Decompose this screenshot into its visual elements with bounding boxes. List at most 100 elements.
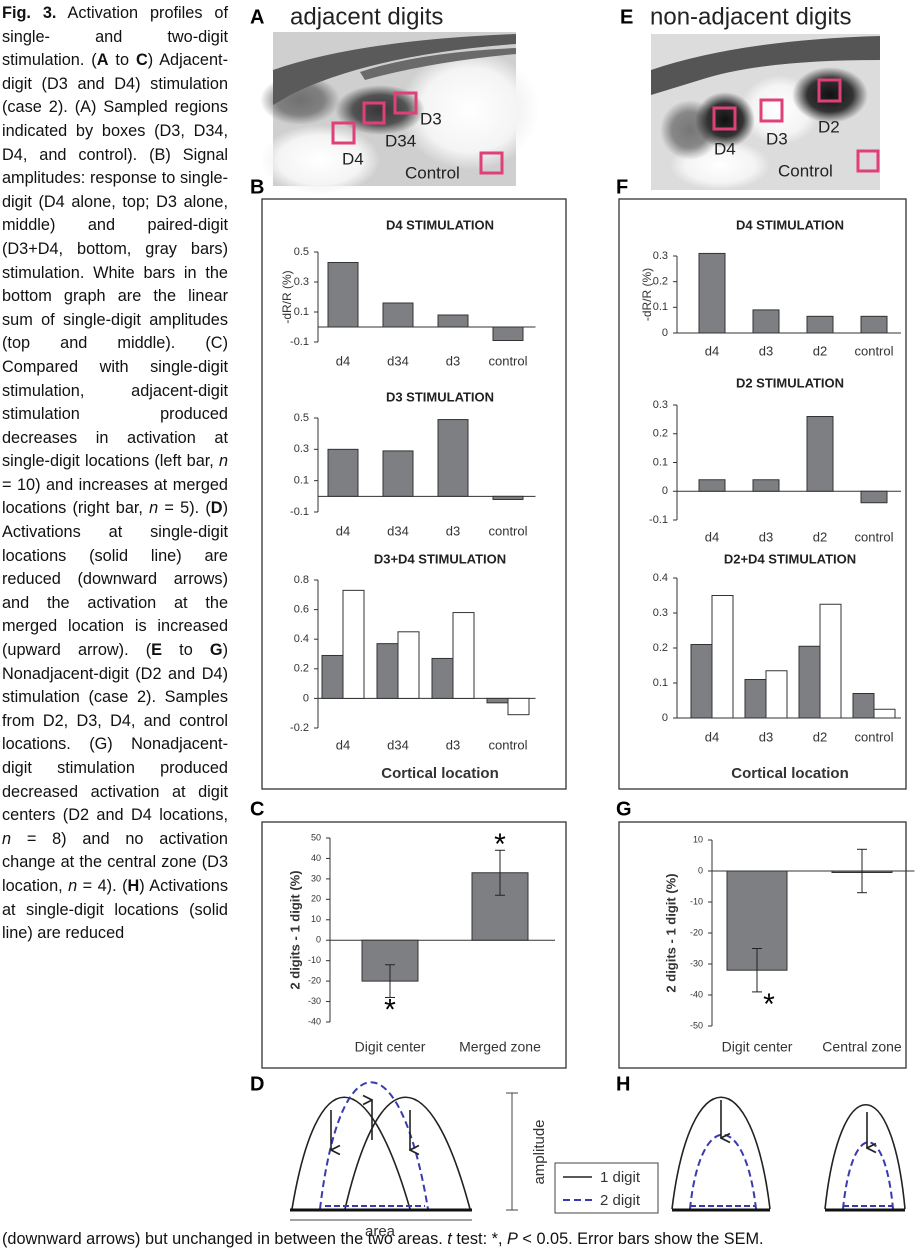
image-label: Control (405, 163, 460, 182)
bar (453, 613, 474, 699)
bar (753, 480, 779, 492)
image-label: D34 (385, 131, 416, 150)
image-a (260, 32, 540, 195)
bar (861, 316, 887, 333)
y-tick-label: -10 (690, 896, 703, 906)
bar (745, 680, 766, 719)
image-title: adjacent digits (290, 3, 443, 30)
y-axis-label: 2 digits - 1 digit (%) (663, 873, 678, 992)
y-tick-label: 0.2 (653, 276, 668, 288)
bar (861, 491, 887, 503)
x-tick-label: d3 (446, 737, 460, 752)
y-tick-label: 0 (662, 485, 668, 497)
bar (383, 451, 413, 496)
bar (493, 496, 523, 499)
y-tick-label: 10 (311, 914, 321, 924)
y-axis-label: -dR/R (%) (280, 270, 294, 323)
bar (438, 315, 468, 327)
y-tick-label: 30 (311, 873, 321, 883)
y-tick-label: -40 (308, 1016, 321, 1026)
y-tick-label: -20 (308, 975, 321, 985)
figure-panels: amplitude 1 digit 2 digit ABCDEFGHadjace… (0, 0, 920, 1251)
panel-label: H (616, 1073, 630, 1095)
x-tick-label: d3 (759, 729, 773, 744)
area-label: area (365, 1223, 396, 1240)
bar (383, 303, 413, 327)
bar (508, 698, 529, 714)
figure: Fig. 3. Activation profiles of single- a… (0, 0, 920, 1251)
y-tick-label: 0.3 (653, 250, 668, 262)
x-tick-label: control (854, 343, 893, 358)
image-label: D3 (766, 129, 788, 148)
x-tick-label: d2 (813, 343, 827, 358)
y-tick-label: 0.3 (294, 276, 309, 288)
bar (753, 310, 779, 333)
image-label: Control (778, 161, 833, 180)
page: Fig. 3 {"caption": {"segments": [ {"text… (0, 0, 920, 1251)
x-tick-label: d34 (387, 523, 409, 538)
y-tick-label: -0.2 (290, 722, 309, 734)
y-tick-label: 0.3 (653, 399, 668, 411)
bar (699, 480, 725, 492)
y-tick-label: 0.5 (294, 412, 309, 424)
y-tick-label: 0.2 (294, 663, 309, 675)
chart-title: D3+D4 STIMULATION (374, 551, 506, 566)
y-tick-label: 0 (662, 327, 668, 339)
y-tick-label: 50 (311, 832, 321, 842)
x-tick-label: d34 (387, 737, 409, 752)
panel-label: D (250, 1073, 264, 1095)
y-tick-label: -0.1 (649, 514, 668, 526)
x-tick-label: control (488, 737, 527, 752)
bar (328, 263, 358, 328)
chart-title: D4 STIMULATION (736, 217, 844, 232)
x-tick-label: d3 (446, 523, 460, 538)
panel-label: A (250, 6, 264, 28)
legend-label: 2 digit (600, 1192, 641, 1209)
x-tick-label: control (488, 523, 527, 538)
y-tick-label: -10 (308, 955, 321, 965)
y-tick-label: 10 (693, 834, 703, 844)
x-tick-label: d4 (336, 523, 350, 538)
y-tick-label: 0.4 (653, 572, 668, 584)
bar (343, 590, 364, 698)
bar (322, 655, 343, 698)
y-tick-label: -50 (690, 1020, 703, 1030)
bar (377, 644, 398, 699)
bar (328, 449, 358, 496)
x-tick-label: d3 (759, 343, 773, 358)
legend-label: 1 digit (600, 1169, 641, 1186)
y-tick-label: -0.1 (290, 506, 309, 518)
significance-star: * (384, 993, 396, 1026)
y-tick-label: 0 (303, 692, 309, 704)
image-title: non-adjacent digits (650, 3, 851, 30)
bar (438, 420, 468, 497)
y-tick-label: 0.1 (653, 677, 668, 689)
x-tick-label: d4 (336, 353, 350, 368)
y-tick-label: 0.3 (653, 607, 668, 619)
panel-label: G (616, 798, 632, 820)
panel-label: E (620, 6, 633, 28)
x-tick-label: d4 (705, 729, 719, 744)
y-axis-label: 2 digits - 1 digit (%) (287, 870, 302, 989)
x-tick-label: Digit center (355, 1039, 426, 1055)
bar (712, 596, 733, 719)
bar (691, 645, 712, 719)
y-tick-label: 0.4 (294, 633, 309, 645)
x-tick-label: Central zone (822, 1039, 902, 1055)
y-tick-label: 0 (662, 712, 668, 724)
bar (807, 316, 833, 333)
y-tick-label: 0.2 (653, 428, 668, 440)
image-label: D3 (420, 109, 442, 128)
y-tick-label: -20 (690, 927, 703, 937)
significance-star: * (494, 828, 506, 861)
chart-title: D3 STIMULATION (386, 389, 494, 404)
panel-label: B (250, 176, 264, 198)
amplitude-label: amplitude (531, 1119, 548, 1184)
y-tick-label: 20 (311, 894, 321, 904)
image-label: D4 (342, 149, 364, 168)
diagrams (290, 1082, 905, 1220)
x-tick-label: d4 (705, 529, 719, 544)
x-tick-label: d4 (336, 737, 350, 752)
chart-title: D4 STIMULATION (386, 217, 494, 232)
x-axis-label: Cortical location (381, 765, 499, 782)
